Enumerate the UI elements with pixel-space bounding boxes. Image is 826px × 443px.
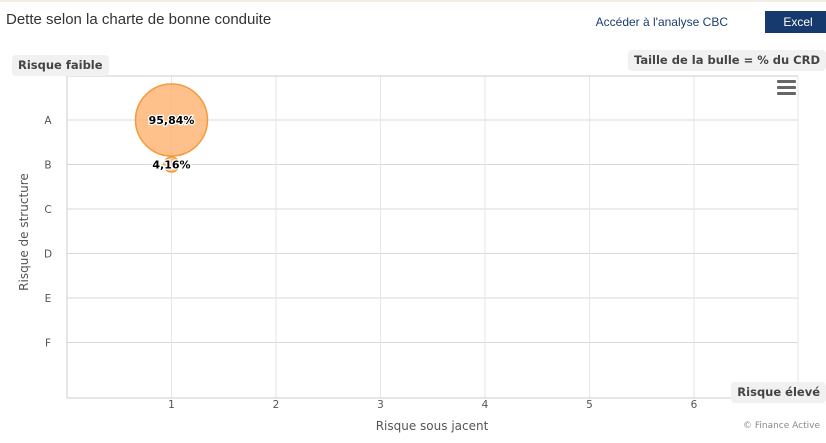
excel-export-button[interactable]: Excel bbox=[765, 11, 826, 33]
x-tick-label: 1 bbox=[168, 399, 175, 411]
x-tick-label: 4 bbox=[482, 399, 489, 411]
bubble-point bbox=[163, 156, 180, 173]
y-tick-label: A bbox=[44, 115, 52, 127]
y-tick-label: C bbox=[44, 204, 51, 216]
y-tick-label: D bbox=[44, 249, 52, 261]
y-tick-label: F bbox=[45, 338, 51, 350]
page-title: Dette selon la charte de bonne conduite bbox=[6, 11, 272, 28]
x-tick-label: 6 bbox=[691, 399, 698, 411]
bubble-size-note: Taille de la bulle = % du CRD bbox=[627, 50, 826, 71]
y-tick-label: B bbox=[44, 160, 51, 172]
low-risk-label: Risque faible bbox=[12, 55, 109, 76]
cbc-analysis-link[interactable]: Accéder à l'analyse CBC bbox=[595, 15, 728, 29]
hamburger-menu-icon[interactable] bbox=[777, 80, 797, 96]
x-axis-title: Risque sous jacent bbox=[376, 419, 489, 433]
high-risk-label: Risque élevé bbox=[731, 382, 826, 403]
top-rule bbox=[0, 0, 826, 2]
x-tick-label: 3 bbox=[377, 399, 384, 411]
bubble-data-label: 95,84% bbox=[149, 114, 195, 127]
x-tick-label: 5 bbox=[586, 399, 593, 411]
y-tick-label: E bbox=[45, 293, 52, 305]
bubble-point bbox=[134, 83, 209, 157]
bubble-data-label: 4,16% bbox=[152, 159, 190, 172]
x-tick-label: 2 bbox=[273, 399, 280, 411]
credit-text: © Finance Active bbox=[743, 421, 820, 431]
y-axis-title: Risque de structure bbox=[17, 173, 31, 291]
